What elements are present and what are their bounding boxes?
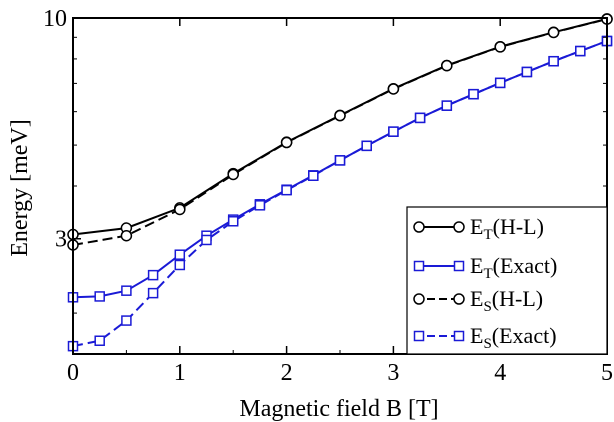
data-point [441,59,453,72]
legend-entry-label: ES(H-L) [470,286,543,315]
legend-entry-label: ET(H-L) [470,214,544,243]
x-tick-label: 3 [387,360,399,386]
legend-entry-label: ES(Exact) [470,323,557,352]
data-point [174,259,186,271]
legend: ET(H-L) ET(Exact) ES(H-L) ES(Exact) [406,206,608,355]
data-point [227,216,239,227]
data-point [388,126,399,137]
data-point [227,168,239,181]
data-point [280,136,293,149]
data-point [147,269,159,281]
data-point [334,155,346,166]
data-point [308,170,319,181]
legend-marker [413,260,425,272]
data-point [94,291,105,302]
legend-marker [413,293,425,305]
data-point [361,140,372,152]
x-tick-label: 2 [281,360,293,386]
legend-marker [413,221,425,233]
x-tick-label: 1 [174,360,186,386]
data-point [548,55,559,67]
data-point [414,112,426,124]
data-point [334,109,346,122]
data-point [120,229,133,242]
data-point [94,335,105,346]
y-tick-label: 3 [55,227,67,253]
y-tick-label: 10 [43,6,67,32]
x-tick-label: 5 [601,360,613,386]
data-point [201,234,212,246]
data-point [387,83,400,95]
x-tick-label: 0 [67,360,79,386]
x-tick-label: 4 [494,360,506,386]
x-axis-label: Magnetic field B [T] [239,396,438,422]
legend-marker [453,221,465,233]
y-axis-label: Energy [meV] [7,119,33,257]
series-line-3 [72,40,608,348]
series-line-0 [72,17,608,236]
data-point [147,287,159,299]
legend-marker [453,260,465,272]
series-line-2 [72,18,608,246]
data-point [174,203,186,216]
data-point [521,66,533,78]
legend-marker [453,293,465,305]
data-point [547,26,560,39]
data-point [254,200,266,211]
data-point [121,285,132,296]
data-point [281,184,292,196]
data-point [441,100,453,111]
data-point [121,315,132,326]
data-point [174,249,186,260]
legend-marker [413,330,425,342]
data-point [494,41,506,53]
legend-box [406,206,608,355]
data-point [468,88,479,100]
legend-entry-label: ET(Exact) [470,253,557,282]
legend-marker [453,330,465,342]
data-point [494,77,506,89]
data-point [575,45,586,57]
plot-layer [67,13,613,352]
